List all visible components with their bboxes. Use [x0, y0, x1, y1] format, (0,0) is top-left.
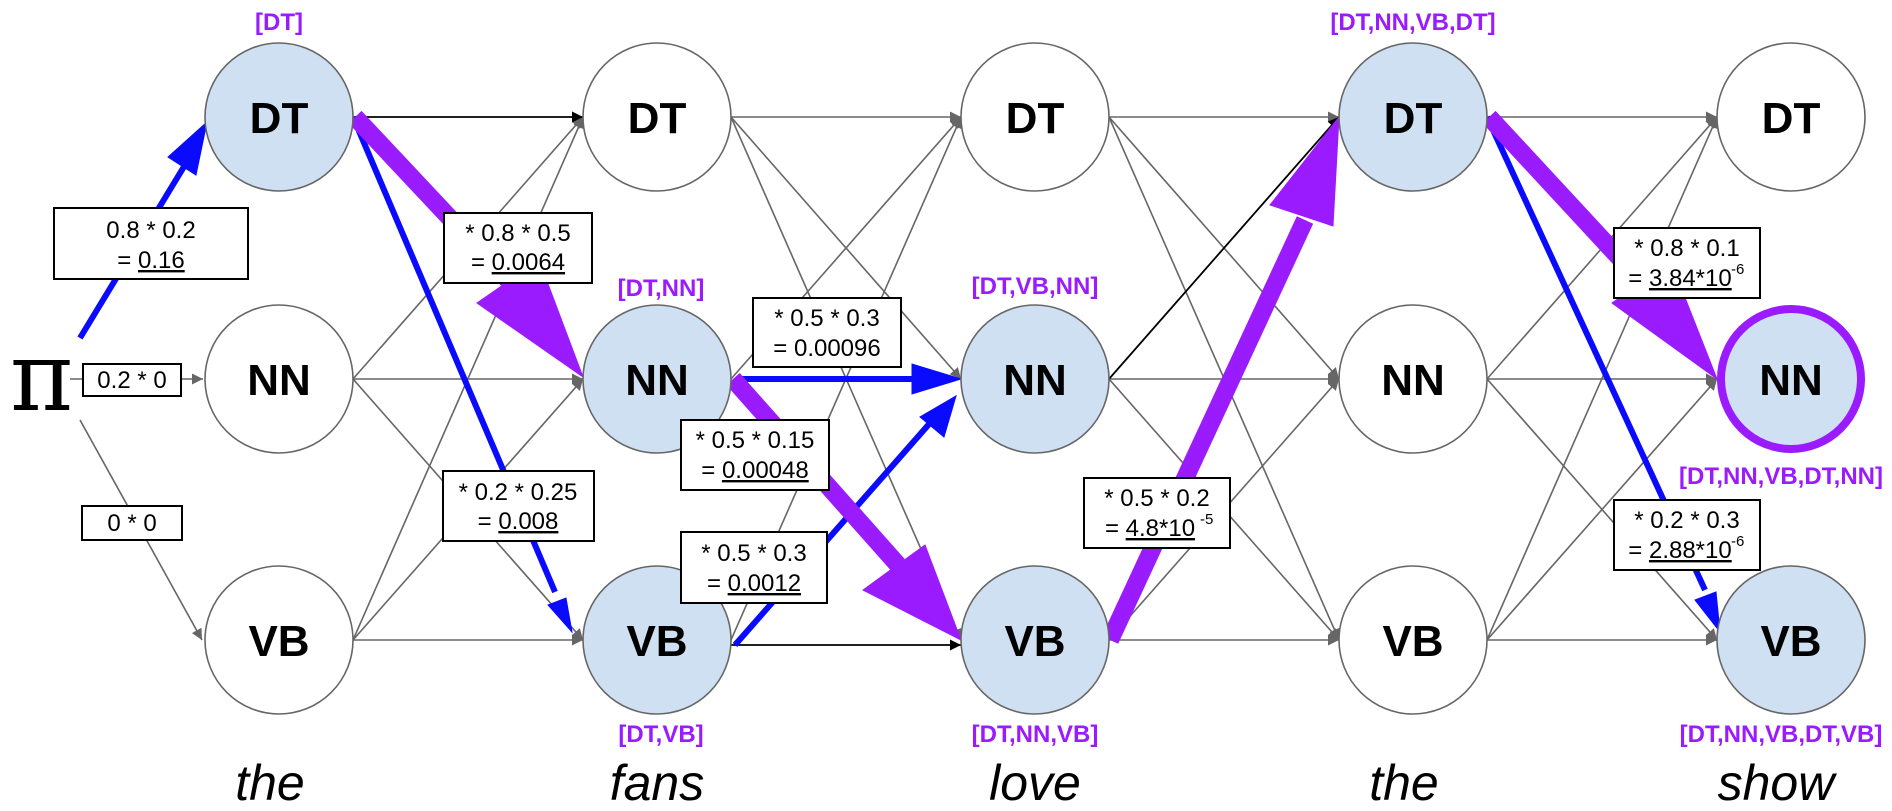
node-label: DT [1006, 94, 1065, 143]
arrowhead-icon [862, 544, 962, 642]
node-label: NN [247, 356, 311, 405]
arrowhead-icon [919, 394, 957, 438]
node-label: VB [626, 617, 687, 666]
calc-boxes: 0.8 * 0.2 = 0.16 0.2 * 0 0 * 0 * 0.8 * 0… [53, 207, 1761, 604]
node-labels: DT NN VB DT NN VB DT NN VB DT NN VB DT N… [247, 94, 1823, 666]
node-label: DT [1384, 94, 1443, 143]
node-vb-4 [1338, 565, 1488, 715]
calc-line: * 0.5 * 0.2 [1104, 485, 1209, 512]
node-vb-5 [1716, 565, 1866, 715]
arrowhead-icon [1269, 115, 1340, 227]
calc-line: * 0.5 * 0.3 [701, 540, 806, 567]
node-dt-3 [960, 42, 1110, 192]
calc-box: * 0.5 * 0.3 = 0.00096 [752, 297, 902, 368]
node-label: NN [625, 356, 689, 405]
word-2: fans [610, 755, 705, 811]
calc-line: * 0.5 * 0.15 [696, 427, 815, 454]
node-vb-3 [960, 565, 1110, 715]
calc-box: * 0.2 * 0.3 = 2.88*10 -6 [1613, 499, 1761, 571]
node-dt-5 [1716, 42, 1866, 192]
calc-line: = 0.16 [117, 247, 184, 274]
node-dt-4 [1338, 42, 1488, 192]
calc-line: = 0.0012 [707, 570, 801, 597]
calc-box: 0.8 * 0.2 = 0.16 [53, 207, 249, 280]
node-dt-2 [582, 42, 732, 192]
node-label: VB [248, 617, 309, 666]
arrowhead-icon [547, 597, 573, 634]
calc-box: * 0.5 * 0.2 = 4.8*10 -5 [1083, 477, 1231, 549]
path-label-dt-vb-nn: [DT,VB,NN] [972, 273, 1099, 300]
calc-line: = 2.88*10 [1628, 537, 1731, 564]
node-label: DT [1762, 94, 1821, 143]
word-3: love [989, 755, 1081, 811]
node-vb-1 [204, 565, 354, 715]
arrowhead-icon [911, 363, 963, 395]
node-label: DT [250, 94, 309, 143]
calc-superscript: -5 [1200, 511, 1213, 528]
path-label-dt-nn-vb-dt-vb: [DT,NN,VB,DT,VB] [1680, 721, 1883, 748]
edge-nn-dt [1108, 116, 1340, 380]
path-label-dt-nn-vb: [DT,NN,VB] [972, 721, 1099, 748]
word-5: show [1718, 755, 1838, 811]
node-label: NN [1759, 356, 1823, 405]
calc-line: = 0.008 [478, 508, 559, 535]
word-sequence: the fans love the show [235, 755, 1837, 811]
node-nn-1 [204, 304, 354, 454]
calc-line: 0 * 0 [107, 510, 156, 537]
node-nn-2 [582, 304, 732, 454]
word-4: the [1369, 755, 1439, 811]
edge-4-5 [1486, 116, 1718, 641]
calc-line: = 0.00048 [701, 457, 808, 484]
calc-superscript: -6 [1731, 261, 1744, 278]
calc-line: = 0.0064 [471, 249, 565, 276]
arrowhead-icon [1694, 591, 1721, 634]
calc-line: * 0.8 * 0.1 [1634, 235, 1739, 262]
node-label: NN [1381, 356, 1445, 405]
path-labels: [DT] [DT,NN] [DT,VB] [DT,VB,NN] [DT,NN,V… [255, 9, 1883, 748]
calc-line: = 3.84*10 [1628, 265, 1731, 292]
node-nn-3 [960, 304, 1110, 454]
node-label: VB [1760, 617, 1821, 666]
nodes [204, 42, 1866, 715]
black-edges [353, 111, 1340, 651]
node-label: VB [1382, 617, 1443, 666]
calc-box: * 0.5 * 0.15 = 0.00048 [680, 419, 830, 491]
path-label-dt-nn-vb-dt-nn: [DT,NN,VB,DT,NN] [1679, 463, 1883, 490]
node-nn-5 [1717, 305, 1865, 453]
path-label-dt-nn-vb-dt: [DT,NN,VB,DT] [1330, 9, 1495, 36]
edge-1-2 [352, 116, 584, 641]
calc-box: * 0.8 * 0.5 = 0.0064 [443, 212, 593, 284]
calc-line: * 0.2 * 0.3 [1634, 507, 1739, 534]
path-label-dt-nn: [DT,NN] [618, 275, 705, 302]
calc-superscript: -6 [1731, 533, 1744, 550]
path-label-dt-vb: [DT,VB] [618, 721, 703, 748]
node-nn-4 [1338, 304, 1488, 454]
calc-box: 0 * 0 [81, 505, 183, 541]
calc-box: * 0.8 * 0.1 = 3.84*10 -6 [1613, 227, 1761, 299]
arrowhead-icon [167, 120, 208, 176]
calc-line: = 0.00096 [773, 335, 880, 362]
node-label: DT [628, 94, 687, 143]
calc-line: * 0.5 * 0.3 [774, 305, 879, 332]
node-label: VB [1004, 617, 1065, 666]
node-dt-1 [204, 42, 354, 192]
edge-4-5 [1486, 378, 1718, 641]
calc-line: * 0.2 * 0.25 [459, 479, 578, 506]
calc-line: = 4.8*10 [1105, 515, 1195, 542]
word-1: the [235, 755, 305, 811]
calc-box: * 0.2 * 0.25 = 0.008 [442, 470, 595, 542]
calc-line: 0.2 * 0 [97, 367, 166, 394]
calc-line: 0.8 * 0.2 [106, 217, 195, 244]
node-label: NN [1003, 356, 1067, 405]
path-label-dt: [DT] [255, 9, 303, 36]
calc-line: * 0.8 * 0.5 [465, 220, 570, 247]
pi-symbol: π [10, 321, 73, 433]
calc-box: 0.2 * 0 [82, 363, 182, 397]
calc-box: * 0.5 * 0.3 = 0.0012 [680, 531, 828, 604]
